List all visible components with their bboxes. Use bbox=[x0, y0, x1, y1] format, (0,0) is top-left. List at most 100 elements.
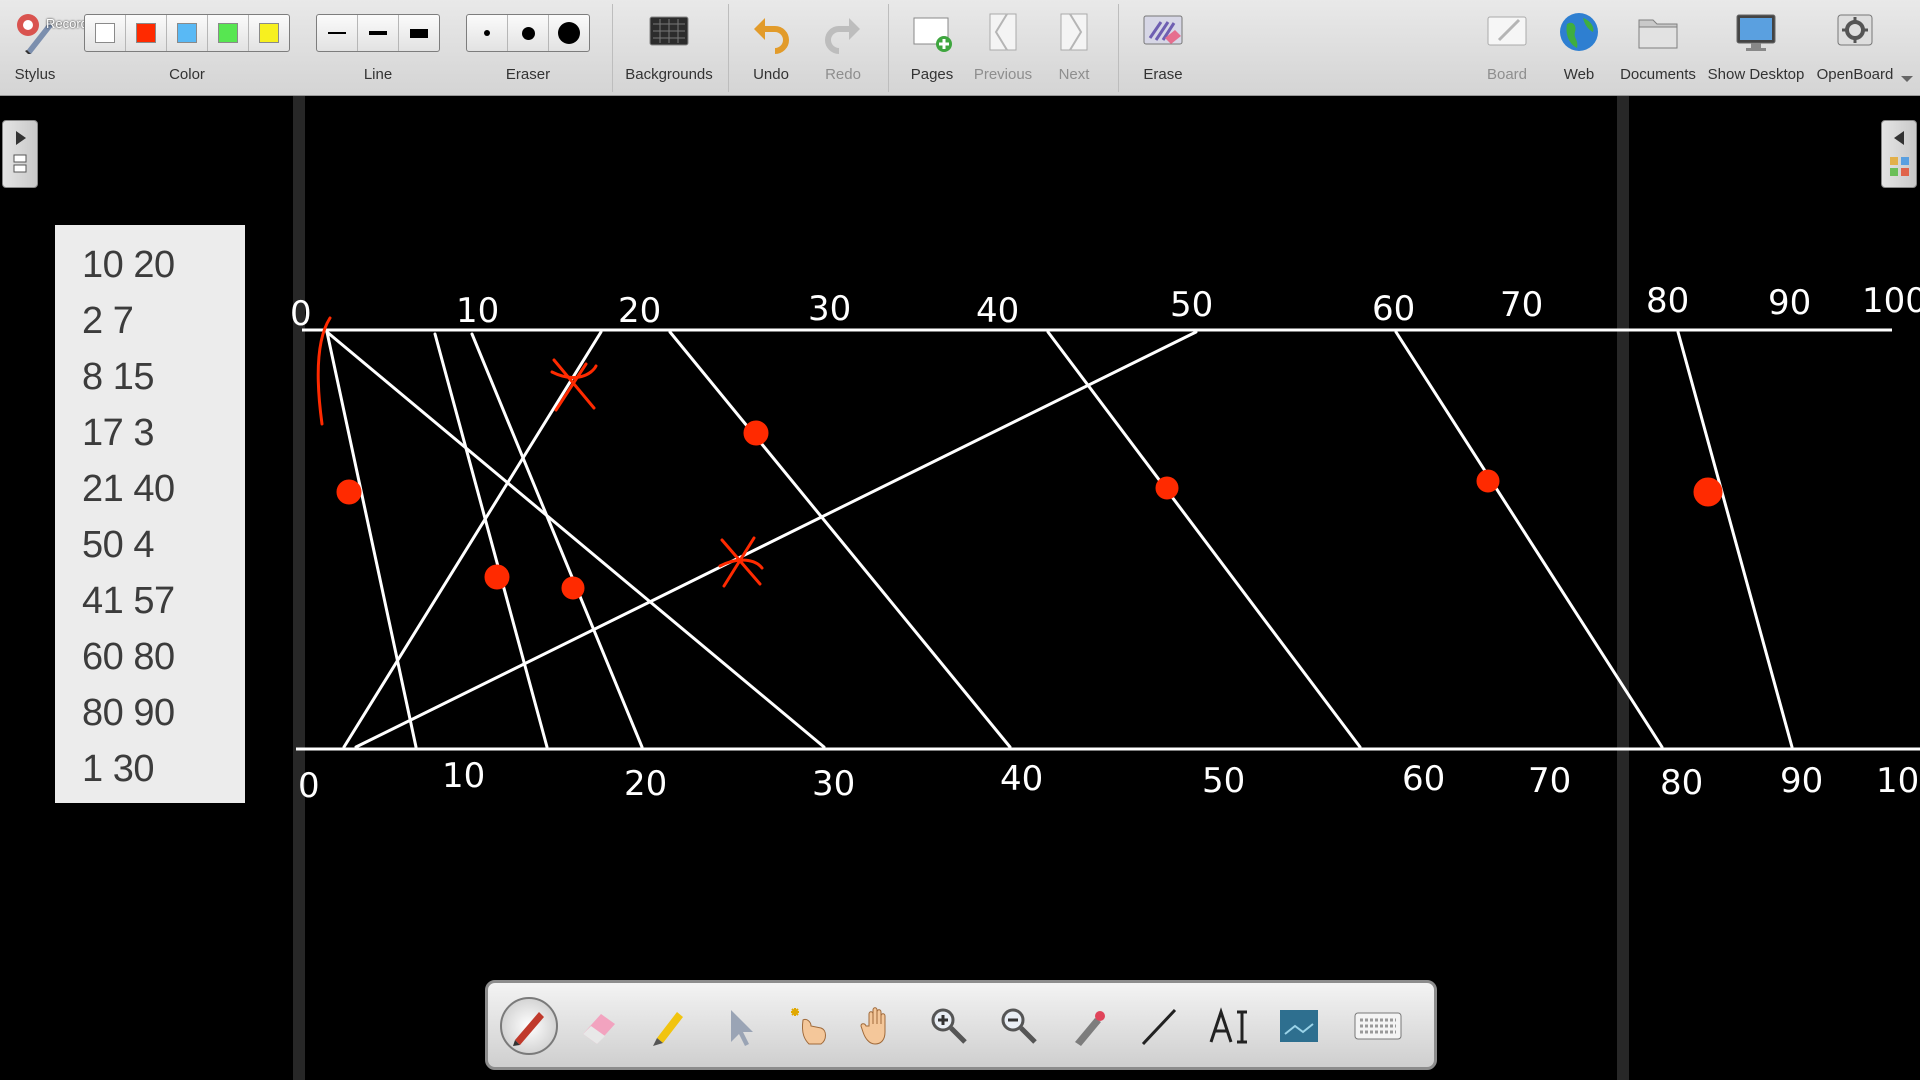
folder-icon bbox=[1638, 19, 1678, 49]
chevron-down-icon[interactable] bbox=[1900, 74, 1914, 84]
line-thin-icon bbox=[328, 32, 346, 34]
connector-line bbox=[1676, 330, 1794, 749]
pairs-list-panel: 10 20 2 7 8 15 17 3 21 40 50 4 41 57 60 … bbox=[55, 225, 245, 803]
page-boundary-left bbox=[293, 96, 305, 1080]
red-cross-mark bbox=[718, 536, 764, 588]
expand-right-icon bbox=[13, 131, 27, 173]
bottom-tick-label: 20 bbox=[624, 764, 667, 804]
board-icon bbox=[1487, 16, 1527, 46]
highlighter-tool-button[interactable] bbox=[640, 997, 698, 1055]
hand-icon bbox=[860, 1007, 886, 1045]
connector-line bbox=[325, 330, 418, 749]
redo-button[interactable]: Redo bbox=[812, 0, 874, 96]
stylus-button[interactable]: Recording Stylus bbox=[4, 0, 105, 96]
pen-tool-button[interactable] bbox=[500, 997, 558, 1055]
line-width-selector bbox=[316, 14, 440, 52]
virtual-keyboard-button[interactable] bbox=[1340, 997, 1416, 1055]
bottom-tick-label: 40 bbox=[1000, 759, 1043, 799]
eraser-large-button[interactable] bbox=[549, 15, 589, 51]
zoom-out-tool-button[interactable] bbox=[990, 997, 1048, 1055]
list-item: 41 57 bbox=[82, 580, 175, 622]
zoom-out-icon bbox=[1001, 1008, 1037, 1044]
top-tick-label: 20 bbox=[618, 291, 661, 331]
dot-large-icon bbox=[558, 22, 580, 44]
bottom-tick-label: 0 bbox=[298, 766, 320, 806]
undo-icon bbox=[754, 18, 789, 54]
pointer-icon bbox=[731, 1010, 753, 1046]
eraser-label: Eraser bbox=[505, 66, 551, 83]
top-tick-label: 90 bbox=[1768, 283, 1811, 323]
top-tick-label: 30 bbox=[808, 289, 851, 329]
line-thick-button[interactable] bbox=[399, 15, 439, 51]
line-thin-button[interactable] bbox=[317, 15, 358, 51]
interact-tool-button[interactable] bbox=[780, 997, 838, 1055]
undo-button[interactable]: Undo bbox=[740, 0, 802, 96]
line-medium-icon bbox=[369, 31, 387, 35]
list-item: 60 80 bbox=[82, 636, 175, 678]
list-item: 17 3 bbox=[82, 412, 154, 454]
color-label: Color bbox=[169, 66, 205, 83]
line-tool-button[interactable] bbox=[1130, 997, 1188, 1055]
undo-label: Undo bbox=[753, 66, 789, 83]
eraser-size-selector bbox=[466, 14, 590, 52]
pages-button[interactable]: Pages bbox=[900, 0, 964, 96]
top-tick-label: 40 bbox=[976, 291, 1019, 331]
laser-pointer-tool-button[interactable] bbox=[1060, 997, 1118, 1055]
erase-label: Erase bbox=[1143, 66, 1183, 83]
capture-tool-button[interactable] bbox=[1270, 997, 1328, 1055]
list-item: 8 15 bbox=[82, 356, 154, 398]
top-tick-label: 100 bbox=[1862, 281, 1920, 321]
color-swatch-yellow[interactable] bbox=[249, 15, 289, 51]
show-desktop-button[interactable]: Show Desktop bbox=[1706, 0, 1806, 96]
swatch-white bbox=[95, 23, 115, 43]
main-toolbar: Recording Stylus Color Line Eraser bbox=[0, 0, 1920, 96]
eraser-tool-button[interactable] bbox=[570, 997, 628, 1055]
line-medium-button[interactable] bbox=[358, 15, 399, 51]
color-swatch-red[interactable] bbox=[126, 15, 167, 51]
connector-line bbox=[325, 330, 826, 749]
backgrounds-icon bbox=[649, 16, 689, 46]
bottom-tick-label: 10 bbox=[1876, 761, 1919, 801]
dot-small-icon bbox=[484, 30, 490, 36]
list-item: 10 20 bbox=[82, 244, 175, 286]
select-tool-button[interactable] bbox=[710, 997, 768, 1055]
line-icon bbox=[1141, 1008, 1177, 1046]
list-item: 50 4 bbox=[82, 524, 154, 566]
next-button[interactable]: Next bbox=[1044, 0, 1104, 96]
line-label: Line bbox=[363, 66, 393, 83]
top-tick-label: 0 bbox=[290, 294, 312, 334]
color-group: Color bbox=[84, 0, 290, 96]
gear-icon bbox=[1837, 14, 1873, 46]
backgrounds-button[interactable]: Backgrounds bbox=[620, 0, 718, 96]
bottom-tick-label: 30 bbox=[812, 764, 855, 804]
swatch-yellow bbox=[259, 23, 279, 43]
color-swatch-blue[interactable] bbox=[167, 15, 208, 51]
stylus-label: Stylus bbox=[14, 66, 56, 83]
top-tick-label: 80 bbox=[1646, 281, 1689, 321]
documents-button[interactable]: Documents bbox=[1614, 0, 1702, 96]
eraser-medium-button[interactable] bbox=[508, 15, 549, 51]
whiteboard-canvas[interactable]: 0 10 20 30 40 50 60 70 80 90 100 0 10 20… bbox=[0, 96, 1920, 1080]
right-library-panel-toggle[interactable] bbox=[1881, 120, 1917, 188]
color-swatch-white[interactable] bbox=[85, 15, 126, 51]
hand-tool-button[interactable] bbox=[850, 997, 908, 1055]
red-dot-marker bbox=[336, 479, 362, 505]
previous-label: Previous bbox=[973, 66, 1033, 83]
openboard-menu-button[interactable]: OpenBoard bbox=[1810, 0, 1900, 96]
bottom-tick-label: 10 bbox=[442, 756, 485, 796]
erase-button[interactable]: Erase bbox=[1132, 0, 1194, 96]
color-swatch-green[interactable] bbox=[208, 15, 249, 51]
eraser-small-button[interactable] bbox=[467, 15, 508, 51]
text-tool-button[interactable] bbox=[1200, 997, 1258, 1055]
top-tick-label: 10 bbox=[456, 291, 499, 331]
monitor-icon bbox=[1736, 14, 1776, 51]
board-button[interactable]: Board bbox=[1476, 0, 1538, 96]
pages-label: Pages bbox=[910, 66, 954, 83]
web-button[interactable]: Web bbox=[1548, 0, 1610, 96]
toolbar-divider bbox=[728, 4, 729, 92]
previous-button[interactable]: Previous bbox=[968, 0, 1038, 96]
zoom-in-tool-button[interactable] bbox=[920, 997, 978, 1055]
left-pages-panel-toggle[interactable] bbox=[2, 120, 38, 188]
bottom-tick-label: 80 bbox=[1660, 763, 1703, 803]
redo-icon bbox=[825, 18, 860, 54]
